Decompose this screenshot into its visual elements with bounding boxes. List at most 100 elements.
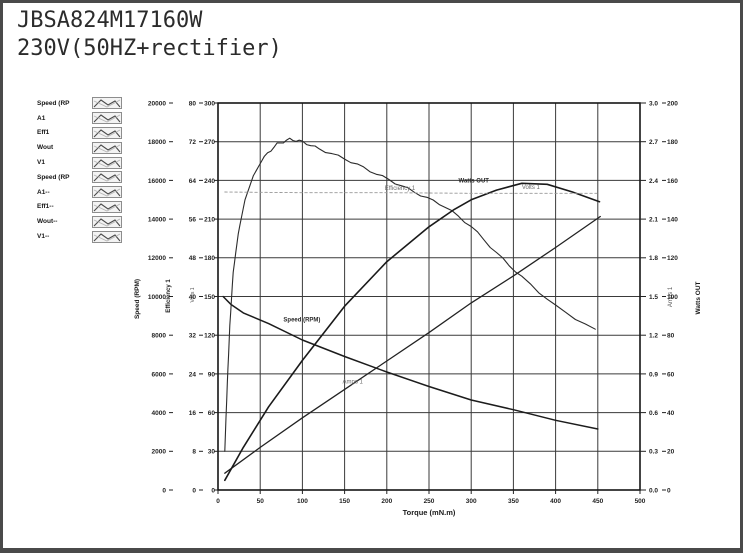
axis-title-speed: Speed (RPM) (134, 279, 141, 319)
tick-label-efficiency: 40 (189, 294, 197, 301)
tick-label-x: 50 (257, 498, 265, 505)
tick-label-x: 500 (635, 498, 646, 505)
legend-item-v1[interactable]: V1 (37, 155, 137, 170)
performance-chart: 2000018000160001400012000100008000600040… (134, 100, 702, 517)
legend-label: Speed (RP (37, 173, 70, 181)
tick-label-amps: 0.9 (649, 371, 658, 378)
tick-label-amps: 1.5 (649, 294, 658, 301)
tick-label-amps: 2.1 (649, 217, 658, 224)
legend-label: Speed (RP (37, 99, 70, 107)
tick-label-watts: 40 (667, 410, 675, 417)
tick-label-efficiency: 8 (192, 449, 196, 456)
tick-label-x: 100 (297, 498, 308, 505)
legend-label: Wout-- (37, 218, 58, 226)
legend-curve-icon (92, 186, 122, 199)
tick-label-amps: 0.6 (649, 410, 658, 417)
tick-label-x: 300 (466, 498, 477, 505)
series-amps-1 (224, 215, 601, 474)
legend-label: Eff1-- (37, 203, 54, 211)
curve-label-amps-1: Amps 1 (342, 380, 363, 386)
curve-label-efficiency-1: Efficiency 1 (385, 186, 416, 192)
tick-label-speed: 4000 (152, 410, 167, 417)
legend-item-v1[interactable]: V1-- (37, 229, 137, 244)
legend-curve-icon (92, 156, 122, 169)
tick-label-speed: 12000 (148, 255, 166, 262)
legend-curve-icon (92, 97, 122, 110)
tick-label-speed: 2000 (152, 449, 167, 456)
tick-label-efficiency: 16 (189, 410, 197, 417)
tick-label-watts: 200 (667, 100, 678, 107)
legend-label: A1-- (37, 188, 50, 196)
legend-curve-icon (92, 126, 122, 139)
tick-label-watts: 100 (667, 294, 678, 301)
legend-item-a1[interactable]: A1 (37, 111, 137, 126)
tick-label-volts: 30 (208, 449, 216, 456)
tick-label-speed: 6000 (152, 371, 167, 378)
tick-label-watts: 140 (667, 217, 678, 224)
legend-curve-icon (92, 215, 122, 228)
legend-label: V1 (37, 159, 45, 167)
tick-label-volts: 90 (208, 371, 216, 378)
tick-label-watts: 0 (667, 487, 671, 494)
series-speed-rpm (222, 295, 599, 430)
tick-label-volts: 210 (204, 217, 215, 224)
tick-label-speed: 16000 (148, 178, 166, 185)
tick-label-speed: 0 (162, 487, 166, 494)
legend-curve-icon (92, 200, 122, 213)
legend-item-speed-rp[interactable]: Speed (RP (37, 96, 137, 111)
tick-label-volts: 60 (208, 410, 216, 417)
axis-title-efficiency: Efficiency 1 (166, 279, 172, 313)
legend-curve-icon (92, 112, 122, 125)
tick-label-volts: 300 (204, 100, 215, 107)
legend-item-wout[interactable]: Wout-- (37, 214, 137, 229)
tick-label-speed: 18000 (148, 139, 166, 146)
tick-label-efficiency: 56 (189, 217, 197, 224)
series-watts-out (224, 182, 601, 482)
tick-label-volts: 0 (211, 487, 215, 494)
series-volts-1 (224, 191, 600, 194)
legend-label: V1-- (37, 233, 50, 241)
legend-item-wout[interactable]: Wout (37, 140, 137, 155)
tick-label-volts: 150 (204, 294, 215, 301)
axis-title-volts: Volts 1 (190, 287, 196, 302)
tick-label-watts: 180 (667, 139, 678, 146)
tick-label-efficiency: 80 (189, 100, 197, 107)
tick-label-watts: 20 (667, 449, 675, 456)
legend-label: Wout (37, 144, 54, 152)
tick-label-watts: 160 (667, 178, 678, 185)
tick-label-efficiency: 48 (189, 255, 197, 262)
tick-label-x: 150 (339, 498, 350, 505)
tick-label-speed: 14000 (148, 217, 166, 224)
tick-label-volts: 180 (204, 255, 215, 262)
axis-title-watts: Watts OUT (695, 281, 702, 314)
tick-label-efficiency: 64 (189, 178, 197, 185)
tick-label-speed: 10000 (148, 294, 166, 301)
axis-title-amps: Amps 1 (668, 286, 674, 307)
tick-label-speed: 8000 (152, 333, 167, 340)
tick-label-amps: 1.8 (649, 255, 658, 262)
tick-label-x: 200 (381, 498, 392, 505)
tick-label-x: 0 (216, 498, 220, 505)
series-efficiency-1 (224, 137, 596, 452)
legend-label: A1 (37, 114, 46, 122)
legend-item-speed-rp[interactable]: Speed (RP (37, 170, 137, 185)
legend-item-eff1[interactable]: Eff1-- (37, 200, 137, 215)
tick-label-x: 450 (592, 498, 603, 505)
tick-label-x: 400 (550, 498, 561, 505)
tick-label-efficiency: 0 (192, 487, 196, 494)
tick-label-volts: 270 (204, 139, 215, 146)
legend-item-eff1[interactable]: Eff1 (37, 126, 137, 141)
voltage-condition-title: 230V(50HZ+rectifier) (17, 36, 282, 61)
tick-label-amps: 1.2 (649, 333, 658, 340)
legend-curve-icon (92, 171, 122, 184)
tick-label-watts: 80 (667, 333, 675, 340)
curve-label-volts-1: Volts 1 (522, 185, 541, 191)
tick-label-volts: 240 (204, 178, 215, 185)
tick-label-efficiency: 24 (189, 371, 197, 378)
legend-item-a1[interactable]: A1-- (37, 185, 137, 200)
tick-label-x: 250 (424, 498, 435, 505)
